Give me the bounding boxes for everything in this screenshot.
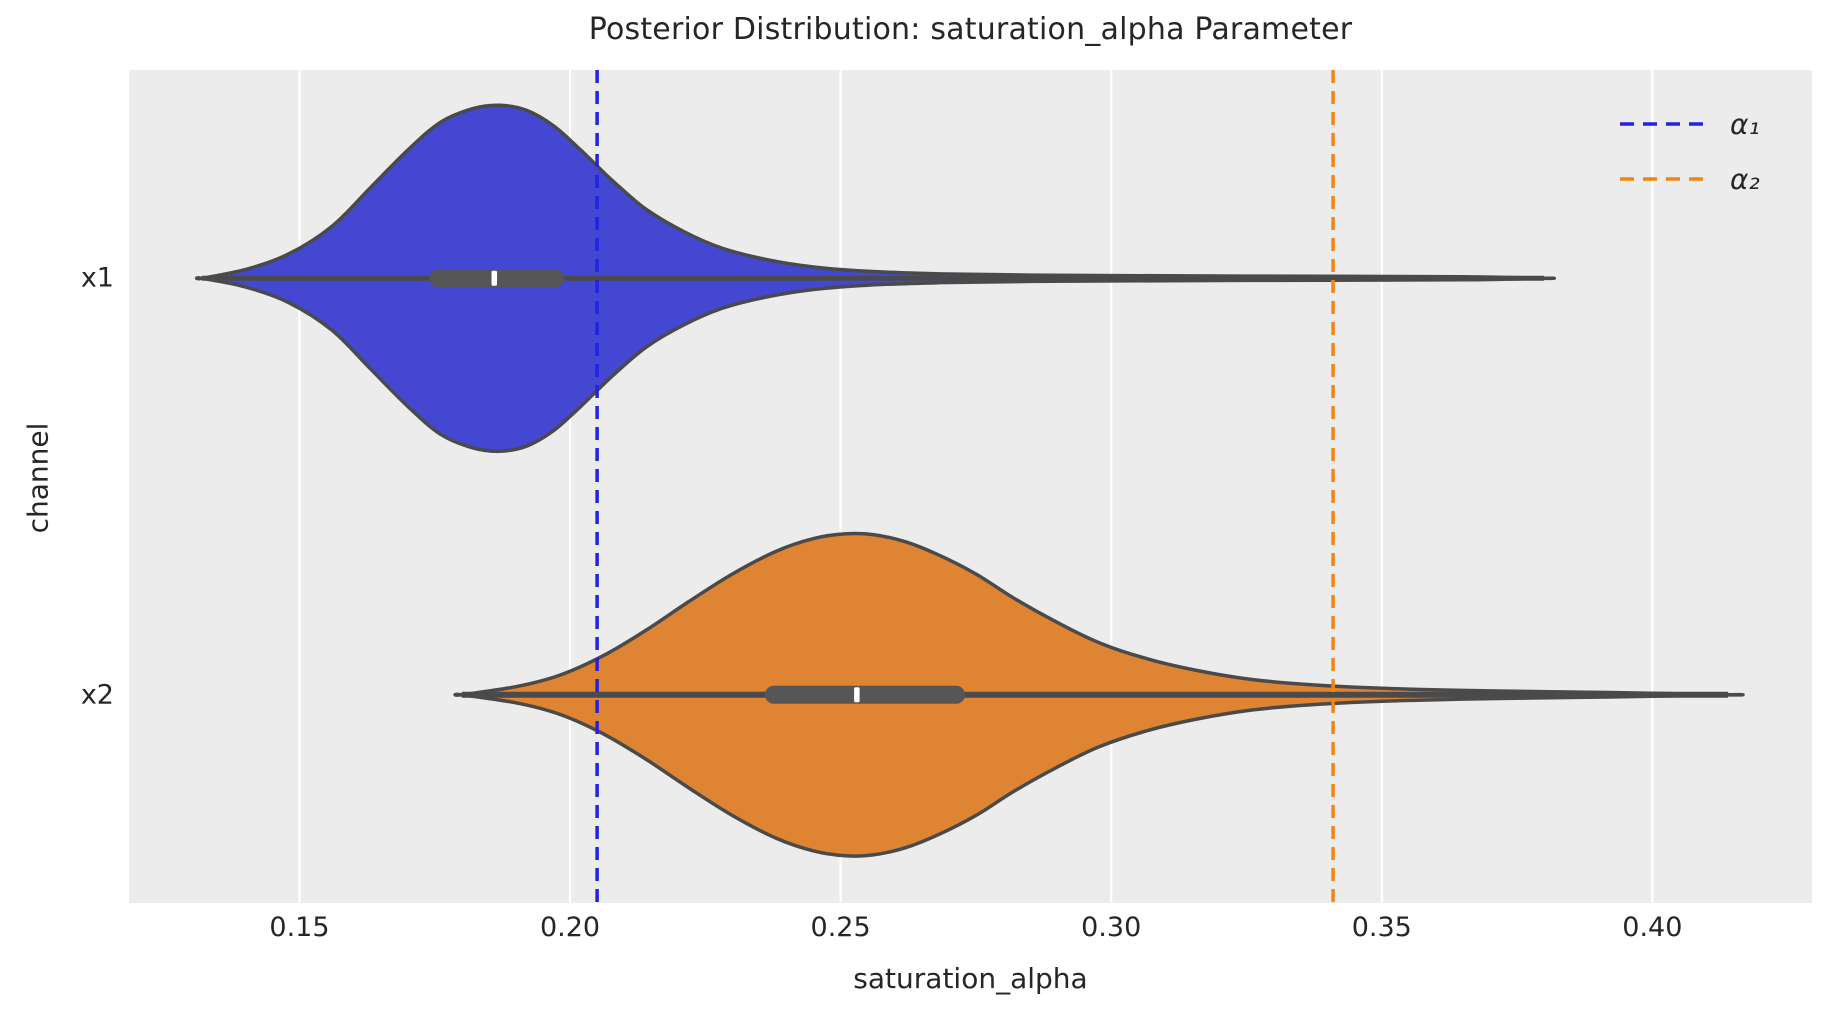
median-tick-x1 xyxy=(491,270,498,286)
legend-label: α₁ xyxy=(1730,107,1760,141)
legend: α₁ α₂ xyxy=(1620,103,1772,200)
iqr-box-x2 xyxy=(764,685,966,704)
y-category-label-x2: x2 xyxy=(80,679,114,711)
median-tick-x2 xyxy=(854,687,860,703)
x-tick-label: 0.15 xyxy=(269,912,330,943)
legend-label: α₂ xyxy=(1730,162,1760,196)
x-tick-label: 0.30 xyxy=(1081,912,1142,943)
x-tick-label: 0.35 xyxy=(1351,912,1412,943)
legend-entry: α₂ xyxy=(1620,158,1772,200)
chart-title: Posterior Distribution: saturation_alpha… xyxy=(588,12,1353,47)
y-axis-label: channel xyxy=(21,422,55,534)
legend-dash-swatch xyxy=(1620,177,1706,181)
x-tick-label: 0.25 xyxy=(810,912,871,943)
x-axis-label: saturation_alpha xyxy=(853,962,1088,995)
legend-dash-swatch xyxy=(1620,122,1706,126)
x-tick-label: 0.20 xyxy=(539,912,601,943)
x-tick-label: 0.40 xyxy=(1622,912,1683,943)
y-category-label-x1: x1 xyxy=(80,262,114,294)
legend-entry: α₁ xyxy=(1620,103,1772,145)
